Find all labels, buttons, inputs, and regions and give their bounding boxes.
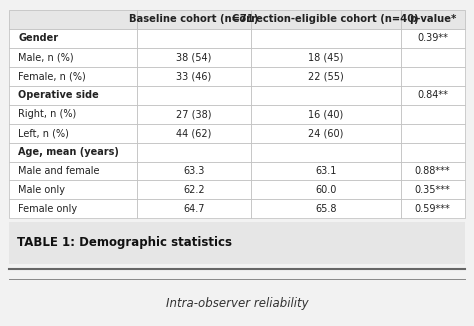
Bar <box>251 161 401 181</box>
Text: 0.35***: 0.35*** <box>415 185 451 195</box>
Text: TABLE 1: Demographic statistics: TABLE 1: Demographic statistics <box>17 236 232 249</box>
Text: 44 (62): 44 (62) <box>176 128 211 138</box>
Bar <box>401 10 465 29</box>
Text: 33 (46): 33 (46) <box>176 71 211 81</box>
Text: Operative side: Operative side <box>18 90 99 100</box>
Bar <box>9 161 137 181</box>
Text: 0.59***: 0.59*** <box>415 204 451 214</box>
Bar <box>251 48 401 67</box>
Bar <box>9 200 137 218</box>
Text: 0.39**: 0.39** <box>417 33 448 43</box>
Text: Male, n (%): Male, n (%) <box>18 52 73 62</box>
Text: 62.2: 62.2 <box>183 185 205 195</box>
Bar <box>137 67 251 86</box>
Bar <box>137 10 251 29</box>
Bar <box>137 86 251 105</box>
Bar <box>9 10 137 29</box>
Text: 22 (55): 22 (55) <box>308 71 344 81</box>
Text: p-value*: p-value* <box>409 14 456 24</box>
Bar <box>401 86 465 105</box>
Text: 16 (40): 16 (40) <box>308 109 343 119</box>
Bar <box>401 48 465 67</box>
Text: 0.88***: 0.88*** <box>415 166 450 176</box>
Bar <box>9 67 137 86</box>
Bar <box>137 124 251 142</box>
Bar <box>9 222 465 264</box>
Text: Correction-eligible cohort (n=40): Correction-eligible cohort (n=40) <box>232 14 419 24</box>
Bar <box>251 124 401 142</box>
Text: 64.7: 64.7 <box>183 204 204 214</box>
Bar <box>9 142 137 161</box>
Text: 24 (60): 24 (60) <box>308 128 344 138</box>
Bar <box>9 29 137 48</box>
Bar <box>9 124 137 142</box>
Bar <box>251 67 401 86</box>
Text: Gender: Gender <box>18 33 58 43</box>
Bar <box>251 200 401 218</box>
Bar <box>401 124 465 142</box>
Bar <box>251 10 401 29</box>
Text: 63.3: 63.3 <box>183 166 204 176</box>
Bar <box>401 161 465 181</box>
Text: Age, mean (years): Age, mean (years) <box>18 147 119 157</box>
Bar <box>251 105 401 124</box>
Bar <box>401 29 465 48</box>
Bar <box>401 67 465 86</box>
Text: Left, n (%): Left, n (%) <box>18 128 69 138</box>
Bar <box>137 142 251 161</box>
Text: Baseline cohort (n=71): Baseline cohort (n=71) <box>129 14 258 24</box>
Bar <box>251 181 401 200</box>
Text: Right, n (%): Right, n (%) <box>18 109 76 119</box>
Text: 18 (45): 18 (45) <box>308 52 344 62</box>
Bar <box>401 200 465 218</box>
Bar <box>401 105 465 124</box>
Bar <box>9 86 137 105</box>
Text: Female only: Female only <box>18 204 77 214</box>
Bar <box>137 161 251 181</box>
Bar <box>137 200 251 218</box>
Bar <box>251 142 401 161</box>
Text: Male and female: Male and female <box>18 166 100 176</box>
Bar <box>9 181 137 200</box>
Text: 27 (38): 27 (38) <box>176 109 211 119</box>
Bar <box>9 105 137 124</box>
Bar <box>9 48 137 67</box>
Text: Male only: Male only <box>18 185 65 195</box>
Text: Intra-observer reliability: Intra-observer reliability <box>166 297 308 310</box>
Bar <box>401 142 465 161</box>
Bar <box>137 29 251 48</box>
Bar <box>251 86 401 105</box>
Bar <box>137 105 251 124</box>
Text: 65.8: 65.8 <box>315 204 337 214</box>
Text: 63.1: 63.1 <box>315 166 337 176</box>
Text: 60.0: 60.0 <box>315 185 337 195</box>
Text: Female, n (%): Female, n (%) <box>18 71 86 81</box>
Bar <box>401 181 465 200</box>
Bar <box>251 29 401 48</box>
Bar <box>137 48 251 67</box>
Bar <box>137 181 251 200</box>
Text: 38 (54): 38 (54) <box>176 52 211 62</box>
Text: 0.84**: 0.84** <box>417 90 448 100</box>
